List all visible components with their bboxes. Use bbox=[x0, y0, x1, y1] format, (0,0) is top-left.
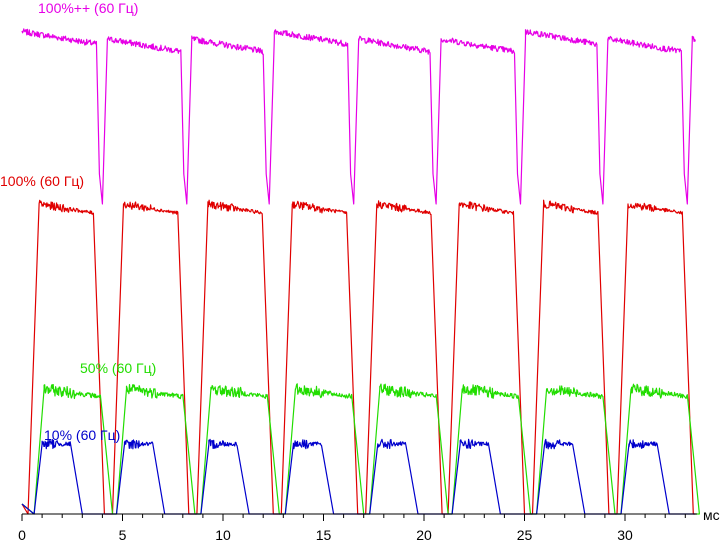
x-tick-label: 10 bbox=[215, 527, 231, 542]
x-tick-label: 25 bbox=[517, 527, 533, 542]
series-label-50: 50% (60 Гц) bbox=[80, 360, 156, 376]
series-label-10: 10% (60 Гц) bbox=[44, 427, 120, 443]
x-axis: 0 5 10 15 20 25 30 bbox=[18, 513, 697, 542]
series-label-100: 100% (60 Гц) bbox=[0, 173, 84, 189]
x-axis-unit-label: мс bbox=[703, 507, 720, 523]
series-layer bbox=[21, 28, 700, 515]
x-tick-label: 30 bbox=[617, 527, 633, 542]
x-tick-label: 20 bbox=[416, 527, 432, 542]
x-tick-label: 15 bbox=[316, 527, 332, 542]
series-label-100pp: 100%++ (60 Гц) bbox=[38, 0, 138, 16]
x-tick-label: 0 bbox=[18, 527, 26, 542]
x-tick-label: 5 bbox=[119, 527, 127, 542]
series-line-100pp bbox=[21, 28, 696, 205]
series-line-10 bbox=[21, 438, 696, 515]
